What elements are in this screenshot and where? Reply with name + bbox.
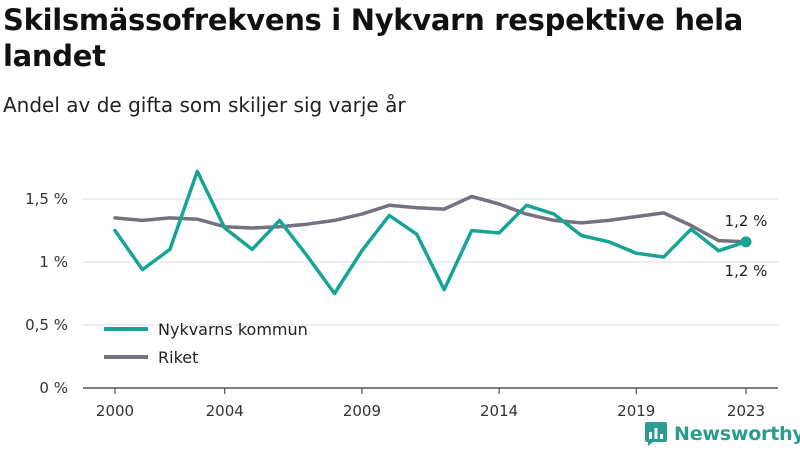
legend-label: Nykvarns kommun xyxy=(158,320,308,339)
x-tick-label: 2019 xyxy=(617,402,655,420)
newsworthy-brand: Newsworthy xyxy=(644,419,800,449)
y-tick-label: 0 % xyxy=(39,379,68,397)
chart-subtitle: Andel av de gifta som skiljer sig varje … xyxy=(3,93,406,117)
legend-item-nykvarns-kommun: Nykvarns kommun xyxy=(104,320,308,339)
legend: Nykvarns kommun Riket xyxy=(104,320,308,367)
endpoint-marker-nykvarns-kommun xyxy=(740,236,752,248)
chart-title: Skilsmässofrekvens i Nykvarn respektive … xyxy=(3,3,744,73)
y-tick-label: 0,5 % xyxy=(25,316,68,334)
x-tick-label: 2000 xyxy=(96,402,134,420)
bar-chart-speech-bubble-icon xyxy=(645,422,667,446)
legend-label: Riket xyxy=(158,348,198,367)
brand-name: Newsworthy xyxy=(674,423,800,445)
y-tick-label: 1,5 % xyxy=(25,190,68,208)
series-lines xyxy=(113,169,748,296)
end-label-nykvarns-kommun: 1,2 % xyxy=(725,262,768,280)
x-tick-label: 2009 xyxy=(343,402,381,420)
data-labels: 1,2 % 1,2 % xyxy=(725,212,768,280)
x-tick-label: 2023 xyxy=(727,402,765,420)
x-tick-label: 2014 xyxy=(480,402,518,420)
x-tick-label: 2004 xyxy=(206,402,244,420)
series-line-riket xyxy=(113,194,748,244)
legend-item-riket: Riket xyxy=(104,348,198,367)
end-label-riket: 1,2 % xyxy=(725,212,768,230)
y-tick-label: 1 % xyxy=(39,253,68,271)
axes: 0 % 0,5 % 1 % 1,5 % 2000 2004 2009 2014 2019 2023 xyxy=(25,190,765,420)
series-line-nykvarns-kommun xyxy=(113,169,748,296)
